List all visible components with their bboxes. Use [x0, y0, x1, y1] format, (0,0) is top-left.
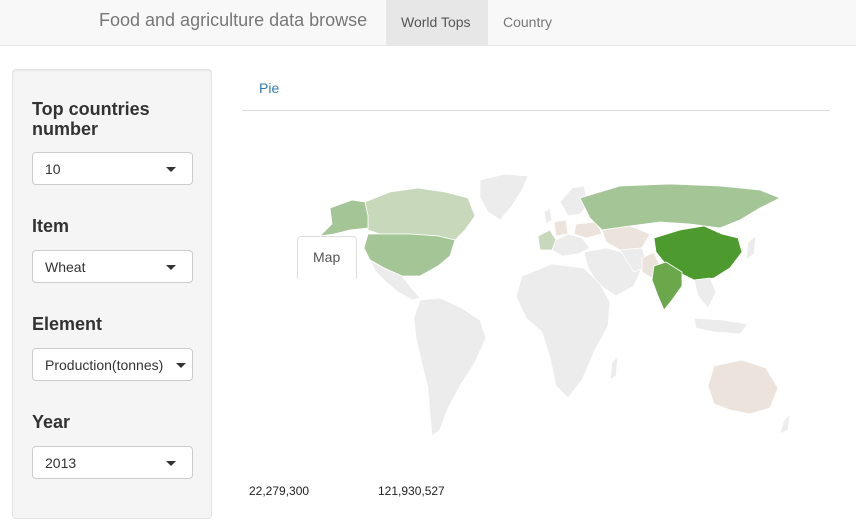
map-country-alaska[interactable] [319, 199, 369, 237]
legend-max-value: 121,930,527 [378, 484, 445, 498]
map-country-germany[interactable] [553, 219, 569, 237]
map-country-se-asia[interactable] [693, 277, 717, 309]
element-label: Element [32, 314, 103, 334]
map-country-russia[interactable] [579, 183, 781, 231]
map-country-japan[interactable] [745, 235, 757, 261]
map-country-usa[interactable] [363, 233, 456, 277]
map-country-mexico[interactable] [369, 259, 421, 301]
map-country-africa[interactable] [515, 263, 611, 399]
map-country-europe[interactable] [551, 233, 591, 257]
chevron-down-icon [166, 461, 176, 466]
nav-tab-world-tops[interactable]: World Tops [386, 0, 488, 46]
year-label: Year [32, 412, 71, 432]
item-label: Item [32, 216, 70, 236]
item-value: Wheat [45, 259, 86, 275]
chevron-down-icon [166, 265, 176, 270]
map-country-new-zealand[interactable] [779, 413, 790, 435]
map-country-indonesia[interactable] [693, 317, 749, 335]
sidebar-panel: Top countries number 10 Item Wheat Eleme… [12, 69, 212, 519]
map-country-canada[interactable] [364, 187, 476, 241]
map-country-kazakhstan[interactable] [601, 225, 651, 251]
tab-map[interactable]: Map [297, 236, 357, 279]
top-countries-label: Top countries number [32, 99, 150, 139]
app-title: Food and agriculture data browse [99, 10, 368, 30]
map-country-india[interactable] [651, 261, 683, 311]
top-navbar: Food and agriculture data browse World T… [0, 0, 856, 46]
map-country-greenland[interactable] [479, 173, 529, 221]
legend-min-value: 22,279,300 [249, 484, 310, 498]
map-country-china[interactable] [653, 225, 743, 281]
map-country-madagascar[interactable] [609, 355, 619, 381]
item-select[interactable]: Wheat [32, 250, 193, 283]
chevron-down-icon [176, 363, 186, 368]
year-value: 2013 [45, 455, 77, 471]
world-map [319, 173, 790, 437]
map-country-south-america[interactable] [413, 297, 487, 437]
view-tabs: Pie Map [242, 68, 830, 279]
map-country-ukraine[interactable] [573, 221, 603, 239]
top-countries-value: 10 [45, 161, 61, 177]
year-select[interactable]: 2013 [32, 446, 193, 479]
element-value: Production(tonnes) [45, 357, 164, 373]
tab-pie[interactable]: Pie [259, 80, 280, 96]
nav-tab-country[interactable]: Country [503, 14, 553, 30]
element-select[interactable]: Production(tonnes) [32, 348, 193, 381]
chevron-down-icon [166, 167, 176, 172]
top-countries-select[interactable]: 10 [32, 152, 193, 185]
map-country-uk[interactable] [543, 207, 553, 225]
map-country-australia[interactable] [707, 359, 779, 415]
